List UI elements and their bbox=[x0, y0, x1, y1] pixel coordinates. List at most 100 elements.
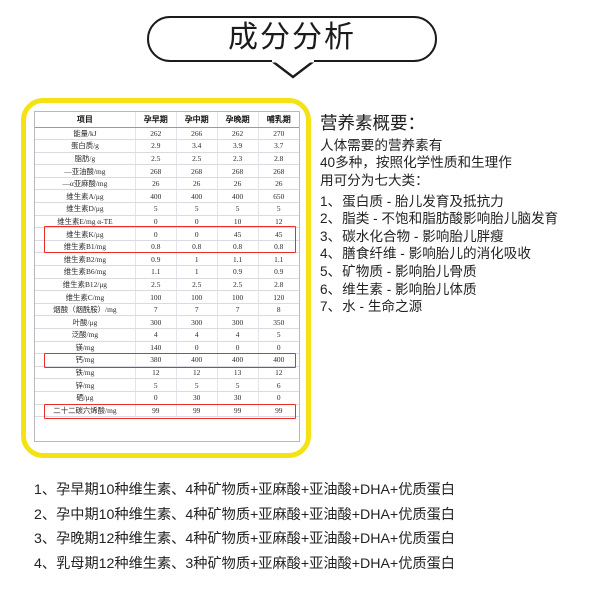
table-row: 维生素E/mg α-TE 0 0 10 12 bbox=[35, 215, 299, 229]
table-row: 维生素B12/μg 2.5 2.5 2.5 2.8 bbox=[35, 278, 299, 292]
list-item: 4、 乳母期12种维生素、3种矿物质+亚麻酸+亚油酸+DHA+优质蛋白 bbox=[34, 552, 590, 577]
cell-value: 45 bbox=[258, 227, 299, 241]
item-text: 孕早期10种维生素、4种矿物质+亚麻酸+亚油酸+DHA+优质蛋白 bbox=[56, 482, 455, 498]
cell-value: 6 bbox=[258, 378, 299, 392]
cell-value: 4 bbox=[217, 328, 259, 342]
row-label: 维生素D/μg bbox=[35, 202, 136, 216]
cell-value: 268 bbox=[135, 164, 177, 178]
cell-value: 0 bbox=[176, 341, 218, 355]
cell-value: 0 bbox=[176, 215, 218, 229]
cell-value: 350 bbox=[258, 315, 299, 329]
page-title: 成分分析 bbox=[228, 21, 356, 54]
item-text: 孕中期10种维生素、4种矿物质+亚麻酸+亚油酸+DHA+优质蛋白 bbox=[56, 506, 455, 523]
table-row: 维生素C/mg 100 100 100 120 bbox=[35, 290, 299, 304]
cell-value: 0.8 bbox=[135, 240, 177, 254]
cell-value: 400 bbox=[217, 353, 259, 367]
table-row: 钙/mg 380 400 400 400 bbox=[35, 353, 299, 367]
row-label: 硒/μg bbox=[35, 391, 136, 405]
cell-value: 99 bbox=[176, 404, 218, 418]
cell-value: 300 bbox=[176, 315, 218, 329]
table-row: 维生素A/μg 400 400 400 650 bbox=[35, 189, 299, 204]
row-label: 铁/mg bbox=[35, 366, 136, 380]
cell-value: 0 bbox=[135, 391, 177, 405]
cell-value: 300 bbox=[217, 315, 259, 329]
nutrient-category-list: 1、 蛋白质 - 胎儿发育及抵抗力 2、 脂类 - 不饱和脂肪酸影响胎儿脑发育 3、 碳水… bbox=[320, 193, 596, 316]
cell-value: 5 bbox=[217, 378, 259, 392]
table-header-row: 项目 孕早期 孕中期 孕晚期 哺乳期 bbox=[35, 112, 299, 128]
cell-value: 26 bbox=[258, 177, 299, 191]
cell-value: 5 bbox=[176, 378, 218, 392]
table-row: 硒/μg 0 30 30 0 bbox=[35, 391, 299, 405]
cell-value: 100 bbox=[176, 290, 218, 304]
item-number: 7、 bbox=[320, 299, 342, 315]
table-row: 烟酸（烟酰胺）/mg 7 7 7 8 bbox=[35, 303, 299, 317]
title-bubble: 成分分析 bbox=[147, 16, 437, 62]
cell-value: 1.1 bbox=[135, 265, 177, 279]
cell-value: 0.8 bbox=[176, 240, 218, 254]
row-label: 泛酸/mg bbox=[35, 328, 136, 342]
row-label: 锌/mg bbox=[35, 378, 136, 392]
cell-value: 1.1 bbox=[217, 252, 259, 267]
cell-value: 12 bbox=[258, 215, 299, 229]
row-label: 维生素K/μg bbox=[35, 227, 136, 241]
table-row: 维生素B2/mg 0.9 1 1.1 1.1 bbox=[35, 252, 299, 267]
row-label: 维生素B12/μg bbox=[35, 278, 136, 292]
item-text: 水 - 生命之源 bbox=[342, 299, 423, 315]
cell-value: 3.9 bbox=[217, 139, 259, 153]
cell-value: 12 bbox=[258, 366, 299, 380]
speech-bubble-tail-icon bbox=[272, 60, 314, 79]
row-label: 二十二碳六烯酸/mg bbox=[35, 404, 136, 418]
table-row: 维生素D/μg 5 5 5 5 bbox=[35, 202, 299, 216]
cell-value: 120 bbox=[258, 290, 299, 304]
item-number: 1、 bbox=[320, 193, 342, 209]
cell-value: 8 bbox=[258, 303, 299, 317]
cell-value: 270 bbox=[258, 127, 299, 141]
cell-value: 0 bbox=[258, 391, 299, 405]
nutrition-table: 项目 孕早期 孕中期 孕晚期 哺乳期 能量/kJ 262 266 262 270 蛋白质/… bbox=[35, 112, 299, 418]
row-label: —亚油酸/mg bbox=[35, 164, 136, 178]
nutrient-category-item: 2、 脂类 - 不饱和脂肪酸影响胎儿脑发育 bbox=[320, 210, 596, 228]
cell-value: 262 bbox=[135, 127, 177, 141]
table-row: —α亚麻酸/mg 26 26 26 26 bbox=[35, 177, 299, 191]
cell-value: 0 bbox=[135, 215, 177, 229]
item-number: 3、 bbox=[34, 531, 57, 548]
cell-value: 12 bbox=[135, 366, 177, 380]
row-label: 维生素E/mg α-TE bbox=[35, 215, 136, 229]
nutrition-table-container: 项目 孕早期 孕中期 孕晚期 哺乳期 能量/kJ 262 266 262 270 蛋白质/… bbox=[34, 111, 300, 442]
cell-value: 268 bbox=[258, 164, 299, 178]
row-label: 叶酸/μg bbox=[35, 315, 136, 329]
overview-intro-line-3: 用可分为七大类： bbox=[320, 172, 429, 188]
nutrient-category-item: 5、 矿物质 - 影响胎儿骨质 bbox=[320, 263, 596, 281]
cell-value: 268 bbox=[217, 164, 259, 178]
item-number: 6、 bbox=[320, 281, 342, 297]
cell-value: 100 bbox=[135, 290, 177, 304]
table-row: 能量/kJ 262 266 262 270 bbox=[35, 127, 299, 141]
overview-intro-line-1: 人体需要的营养素有 bbox=[320, 137, 443, 153]
column-header-item: 项目 bbox=[35, 112, 136, 128]
cell-value: 0.9 bbox=[258, 265, 299, 279]
table-row: 二十二碳六烯酸/mg 99 99 99 99 bbox=[35, 404, 299, 418]
table-row: 泛酸/mg 4 4 4 5 bbox=[35, 328, 299, 342]
item-number: 2、 bbox=[34, 506, 57, 523]
row-label: 维生素B1/mg bbox=[35, 240, 136, 254]
table-row: 锌/mg 5 5 5 6 bbox=[35, 378, 299, 392]
cell-value: 3.4 bbox=[176, 139, 218, 153]
cell-value: 0 bbox=[258, 341, 299, 355]
item-text: 碳水化合物 - 影响胎儿胖瘦 bbox=[342, 228, 504, 244]
cell-value: 2.5 bbox=[135, 152, 177, 166]
cell-value: 0.8 bbox=[258, 240, 299, 254]
item-text: 维生素 - 影响胎儿体质 bbox=[342, 281, 477, 297]
nutrient-overview-panel: 营养素概要： 人体需要的营养素有 40多种，按照化学性质和生理作 用可分为七大类… bbox=[320, 112, 596, 316]
item-text: 膳食纤维 - 影响胎儿的消化吸收 bbox=[342, 246, 531, 262]
table-row: 维生素B1/mg 0.8 0.8 0.8 0.8 bbox=[35, 240, 299, 254]
item-text: 孕晚期12种维生素、4种矿物质+亚麻酸+亚油酸+DHA+优质蛋白 bbox=[56, 531, 455, 548]
cell-value: 100 bbox=[217, 290, 259, 304]
table-row: 镁/mg 140 0 0 0 bbox=[35, 341, 299, 355]
cell-value: 400 bbox=[135, 189, 177, 204]
item-number: 4、 bbox=[320, 246, 342, 262]
nutrient-category-item: 1、 蛋白质 - 胎儿发育及抵抗力 bbox=[320, 193, 596, 211]
item-number: 1、 bbox=[34, 482, 57, 498]
cell-value: 268 bbox=[176, 164, 218, 178]
cell-value: 2.9 bbox=[135, 139, 177, 153]
stage-summary-list: 1、 孕早期10种维生素、4种矿物质+亚麻酸+亚油酸+DHA+优质蛋白 2、 孕中期1… bbox=[34, 478, 590, 576]
